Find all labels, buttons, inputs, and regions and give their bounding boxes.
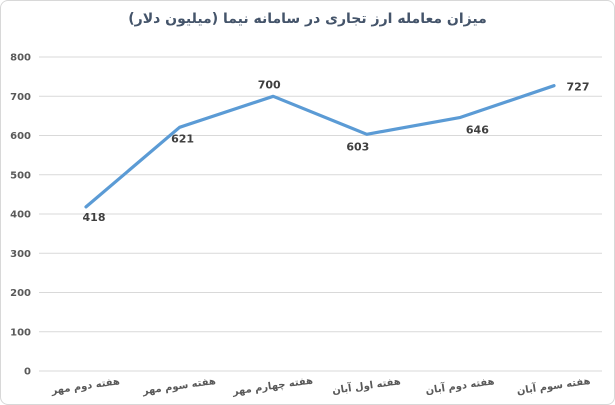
y-axis-tick-label: 700	[10, 92, 31, 103]
y-axis-tick-label: 0	[24, 367, 31, 378]
x-axis-tick-label: هفته چهارم مهر	[231, 375, 314, 397]
data-point-label: 621	[171, 132, 194, 145]
data-point-label: 418	[83, 211, 106, 224]
x-axis-tick-label: هفته دوم آبان	[425, 374, 496, 397]
data-point-label: 603	[346, 140, 369, 153]
x-axis-tick-label: هفته سوم مهر	[141, 376, 217, 397]
y-axis-tick-label: 800	[10, 53, 31, 64]
y-axis-tick-label: 100	[10, 327, 31, 338]
y-axis-tick-label: 400	[10, 210, 31, 221]
y-axis-tick-label: 200	[10, 288, 31, 299]
x-axis-tick-label: هفته اول آبان	[331, 374, 401, 396]
y-axis-tick-label: 300	[10, 249, 31, 260]
chart-title: میزان معامله ارز تجاری در سامانه نیما (م…	[128, 11, 487, 27]
y-axis-tick-label: 600	[10, 131, 31, 142]
data-line	[84, 84, 556, 209]
y-axis-tick-label: 500	[10, 170, 31, 181]
x-axis-tick-label: هفته سوم آبان	[516, 374, 591, 397]
data-point-label: 700	[258, 78, 281, 91]
x-axis-tick-label: هفته دوم مهر	[50, 376, 121, 397]
data-point-label: 646	[466, 123, 489, 136]
data-point-label: 727	[567, 81, 590, 94]
